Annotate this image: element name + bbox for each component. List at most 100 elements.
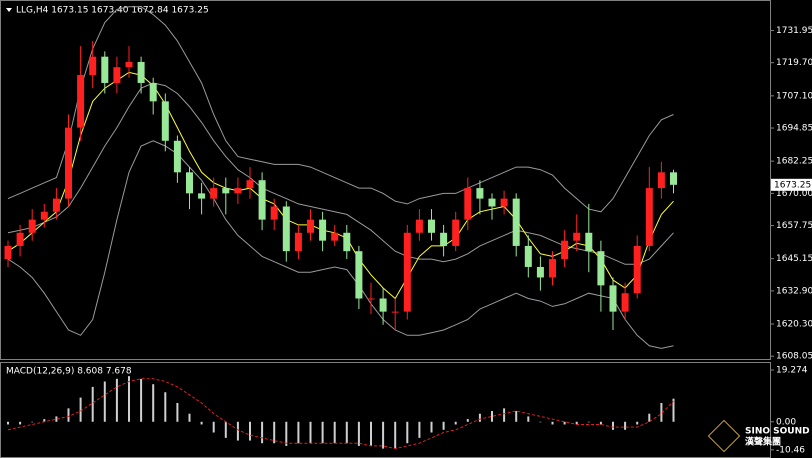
candle-body bbox=[391, 311, 399, 313]
macd-bar bbox=[599, 421, 602, 425]
macd-bar bbox=[563, 421, 566, 425]
macd-bar bbox=[357, 421, 360, 446]
y-tick-label: 1632.90 bbox=[776, 286, 812, 296]
y-tick-label: 1608.05 bbox=[776, 352, 812, 362]
candle-body bbox=[512, 198, 520, 246]
macd-bar bbox=[224, 421, 227, 438]
macd-bar bbox=[115, 378, 118, 422]
macd-bar bbox=[430, 421, 433, 433]
candle-body bbox=[52, 198, 60, 212]
macd-bar bbox=[152, 384, 155, 422]
y-tick-label: 1731.95 bbox=[776, 26, 812, 36]
macd-bar bbox=[491, 411, 493, 422]
macd-bar bbox=[575, 421, 578, 425]
candle-body bbox=[77, 75, 85, 128]
macd-bar bbox=[454, 421, 457, 425]
y-tick-label: 1694.85 bbox=[776, 124, 812, 134]
macd-bar bbox=[249, 421, 251, 441]
candle-body bbox=[113, 67, 121, 83]
candle-body bbox=[222, 188, 230, 194]
candle-body bbox=[657, 172, 665, 189]
candle-body bbox=[645, 188, 653, 246]
candle-body bbox=[137, 61, 145, 83]
candle-body bbox=[403, 232, 411, 312]
macd-bar bbox=[91, 386, 94, 422]
logo-icon bbox=[707, 419, 741, 453]
candle-body bbox=[452, 219, 460, 246]
candle-body bbox=[524, 245, 532, 267]
chart-title: LLG,H4 1673.15 1673.40 1672.84 1673.25 bbox=[16, 6, 209, 16]
macd-bar bbox=[370, 421, 372, 446]
macd-bar bbox=[321, 421, 324, 444]
candle-body bbox=[379, 298, 387, 312]
main-panel bbox=[0, 0, 771, 360]
upper-band bbox=[7, 6, 674, 213]
candle-body bbox=[16, 232, 24, 246]
candle-body bbox=[597, 251, 605, 286]
macd-bar bbox=[466, 419, 469, 422]
last-price-box bbox=[771, 178, 812, 191]
macd-bar bbox=[551, 421, 554, 425]
macd-bar bbox=[261, 421, 264, 444]
macd-bar bbox=[612, 421, 614, 430]
y-tick-label: 1670.00 bbox=[776, 189, 812, 199]
candle-body bbox=[161, 101, 169, 141]
candle-body bbox=[464, 188, 472, 220]
y-tick-label: -10.46 bbox=[776, 445, 805, 455]
macd-bar bbox=[587, 421, 590, 423]
candle-body bbox=[609, 285, 617, 312]
macd-bar bbox=[128, 376, 130, 422]
candle-body bbox=[101, 56, 109, 83]
macd-bar bbox=[309, 421, 312, 444]
candle-body bbox=[4, 245, 12, 260]
macd-bar bbox=[7, 421, 9, 425]
macd-bar bbox=[236, 421, 239, 441]
candle-body bbox=[198, 193, 206, 199]
macd-bar bbox=[442, 421, 445, 430]
candle-body bbox=[573, 232, 581, 241]
candle-body bbox=[355, 251, 363, 299]
macd-bar bbox=[200, 421, 203, 425]
candle-body bbox=[561, 240, 569, 260]
y-tick-label: 1719.70 bbox=[776, 58, 812, 68]
macd-bar bbox=[103, 381, 106, 422]
macd-bar bbox=[79, 397, 82, 422]
candle-body bbox=[210, 188, 218, 199]
macd-bar bbox=[43, 419, 46, 422]
y-tick-label: 19.274 bbox=[776, 366, 808, 376]
candle-body bbox=[440, 232, 448, 246]
macd-signal bbox=[7, 378, 674, 450]
candle-body bbox=[246, 180, 254, 189]
macd-bar bbox=[636, 421, 639, 425]
candle-body bbox=[173, 140, 181, 173]
candle-body bbox=[28, 219, 36, 233]
candle-body bbox=[428, 219, 435, 233]
y-tick-label: 1682.25 bbox=[776, 157, 812, 167]
macd-bar bbox=[19, 421, 22, 425]
y-tick-label: 1707.10 bbox=[776, 91, 812, 101]
candle-body bbox=[89, 56, 97, 76]
y-tick-label: 1645.15 bbox=[776, 254, 812, 264]
candle-body bbox=[65, 127, 72, 199]
macd-bar bbox=[55, 416, 58, 422]
y-tick-label: 1620.30 bbox=[776, 319, 812, 329]
candle-body bbox=[633, 245, 641, 294]
candle-body bbox=[476, 188, 484, 199]
macd-bar bbox=[67, 408, 70, 422]
candle-body bbox=[186, 172, 193, 194]
macd-bar bbox=[478, 413, 481, 422]
candle-body bbox=[319, 219, 327, 241]
macd-bar bbox=[660, 402, 663, 422]
candle-body bbox=[282, 206, 290, 252]
candle-body bbox=[270, 206, 278, 220]
macd-bar bbox=[212, 421, 215, 433]
logo-name-cn: 漢聲集團 bbox=[745, 436, 781, 448]
candle-body bbox=[40, 211, 48, 220]
candle-body bbox=[343, 232, 351, 252]
logo: SINO SOUND 漢聲集團 bbox=[707, 419, 810, 453]
menu-arrow[interactable] bbox=[6, 8, 12, 12]
candle-body bbox=[621, 293, 629, 312]
macd-bar bbox=[31, 421, 34, 423]
